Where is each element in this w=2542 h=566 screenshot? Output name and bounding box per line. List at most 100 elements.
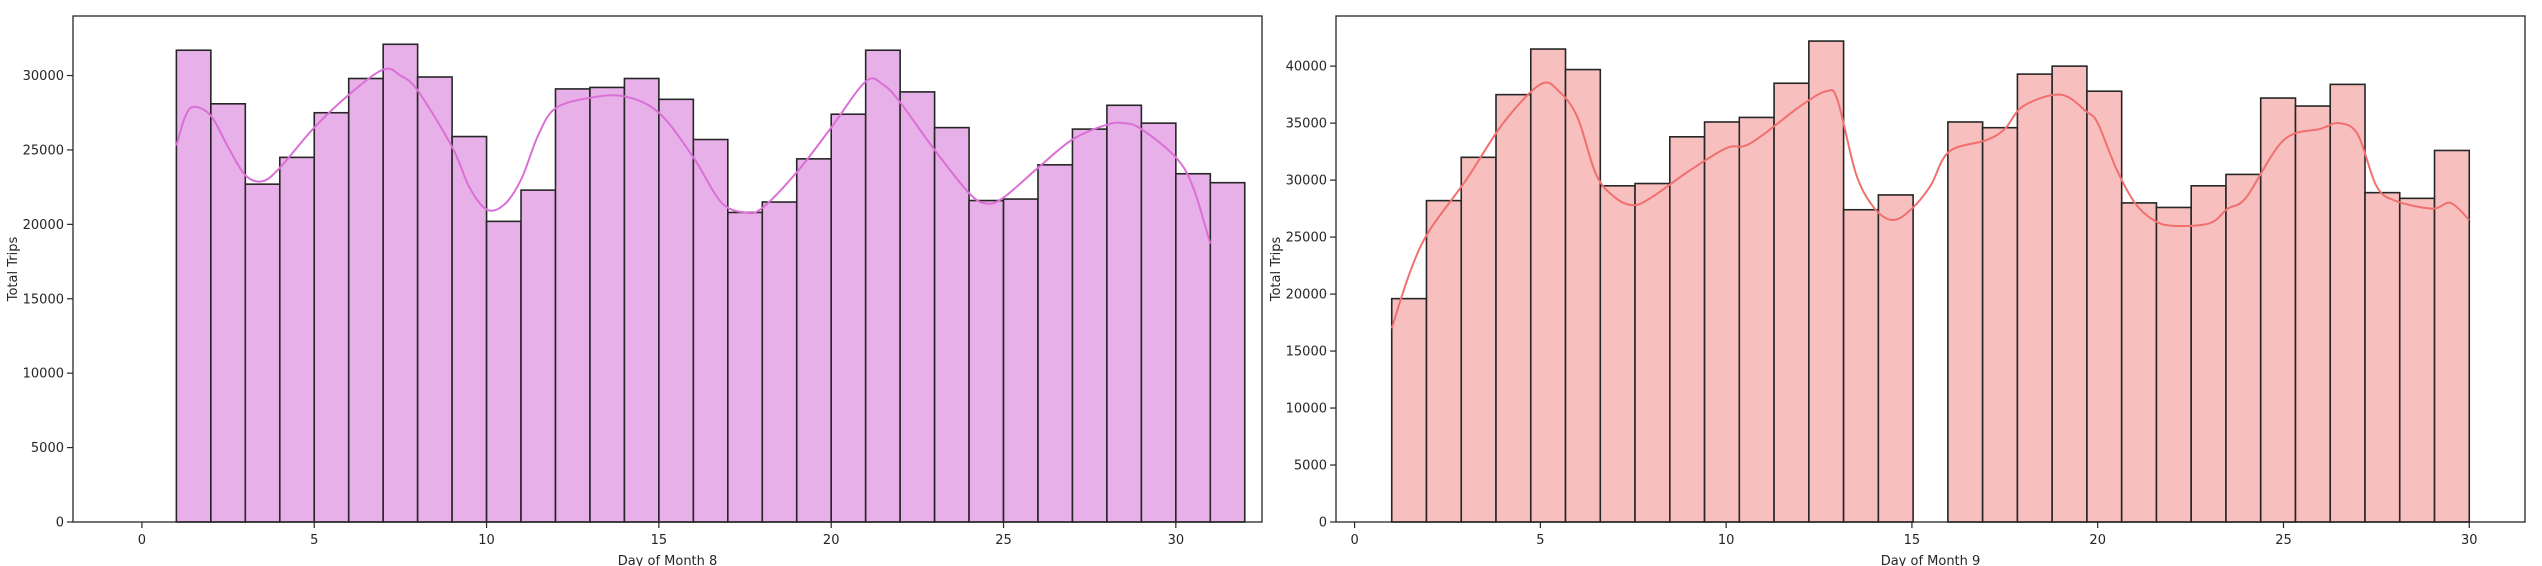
y-tick-label: 30000 [23,69,64,84]
x-tick-label: 0 [138,533,146,548]
bar-25 [1002,198,1039,523]
y-tick-label: 10000 [1286,402,1327,417]
bar-21 [2086,90,2123,523]
bar-8 [1634,182,1671,523]
bar-23 [933,126,970,523]
bar-20 [2051,65,2088,523]
bar-6 [1564,68,1602,523]
bar-10 [1703,121,1741,523]
bar-5 [1529,48,1567,523]
bar-8 [416,76,453,523]
x-tick-label: 20 [823,533,840,548]
bar-13 [1808,40,1845,523]
bar-10 [485,220,522,523]
y-tick-label: 20000 [1286,288,1327,303]
bar-16 [692,138,729,523]
x-tick-label: 10 [1718,533,1735,548]
y-tick-label: 0 [1319,516,1327,531]
bar-14 [623,77,660,523]
y-tick-label: 30000 [1286,174,1327,189]
y-tick-label: 0 [56,516,64,531]
histogram-bars [1390,40,2471,523]
bar-15 [658,98,695,523]
x-axis-ticks: 0 5 10 15 20 25 30 [1350,522,2478,548]
bar-18 [1981,126,2019,523]
bar-15 [1877,194,1914,523]
bar-2 [210,103,247,523]
bar-17 [1947,121,1984,523]
y-tick-label: 40000 [1286,60,1327,75]
bar-28 [1106,104,1143,523]
bar-2 [1425,199,1463,523]
bar-12 [1773,82,1810,523]
bar-14 [1842,208,1880,523]
y-axis-label: Total Trips [1269,237,1284,303]
chart-day-of-month-8: 0 5 10 15 20 25 30 0 5000 10000 15000 20000 25000 300… [6,15,1263,566]
y-tick-label: 25000 [1286,231,1327,246]
bar-1 [1390,297,1428,523]
bar-4 [278,156,316,523]
bar-29 [2364,191,2401,523]
bar-11 [1738,116,1775,523]
bar-17 [727,211,764,523]
bar-4 [1495,93,1532,523]
bar-30 [2398,197,2436,523]
bar-27 [1071,128,1108,523]
bar-11 [520,189,557,523]
kde-curve [175,67,1212,244]
bar-7 [382,43,419,523]
x-tick-label: 25 [2275,533,2292,548]
bar-26 [2259,97,2297,523]
bar-12 [554,88,591,523]
y-axis-ticks: 0 5000 10000 15000 20000 25000 30000 35000 40000 [1286,60,1336,531]
bar-20 [830,113,867,523]
x-tick-label: 15 [1904,533,1921,548]
x-tick-label: 15 [651,533,668,548]
bar-9 [451,135,488,523]
y-tick-label: 20000 [23,218,64,233]
x-tick-label: 30 [2461,533,2478,548]
bar-22 [2120,202,2158,523]
y-tick-label: 35000 [1286,117,1327,132]
bar-28 [2329,83,2366,523]
histogram-bars [175,43,1246,523]
bar-24 [2190,185,2227,523]
bar-3 [1460,156,1497,523]
x-tick-label: 25 [995,533,1012,548]
bar-23 [2155,206,2192,523]
bar-22 [899,91,936,523]
bar-18 [761,201,798,523]
x-tick-label: 20 [2089,533,2106,548]
bar-21 [864,49,901,523]
x-tick-label: 0 [1350,533,1358,548]
kde-curve [1390,81,2470,329]
x-tick-label: 5 [1536,533,1544,548]
x-axis-label: Day of Month 8 [618,554,718,566]
x-tick-label: 30 [1168,533,1185,548]
axes-frame [1335,15,2526,523]
y-axis-label: Total Trips [6,237,21,303]
bar-19 [795,158,833,523]
chart-day-of-month-9: 0 5 10 15 20 25 30 0 5000 10000 15000 20000 25000 300… [1269,15,2526,566]
y-axis-ticks: 0 5000 10000 15000 20000 25000 30000 [23,69,73,531]
x-axis-ticks: 0 5 10 15 20 25 30 [138,522,1184,548]
y-tick-label: 15000 [23,292,64,307]
bar-29 [1140,122,1177,523]
bar-31 [1209,181,1246,523]
bar-6 [347,77,384,523]
y-tick-label: 10000 [23,367,64,382]
x-tick-label: 10 [478,533,495,548]
y-tick-label: 25000 [23,143,64,158]
bar-9 [1669,136,1706,523]
bar-3 [244,183,281,523]
axes-frame [72,15,1263,523]
y-tick-label: 5000 [31,441,64,456]
x-tick-label: 5 [310,533,318,548]
y-tick-label: 5000 [1294,459,1327,474]
bar-7 [1599,185,1636,523]
bar-26 [1037,164,1074,523]
bar-5 [313,111,350,523]
bar-25 [2225,173,2262,523]
bar-1 [175,49,212,523]
